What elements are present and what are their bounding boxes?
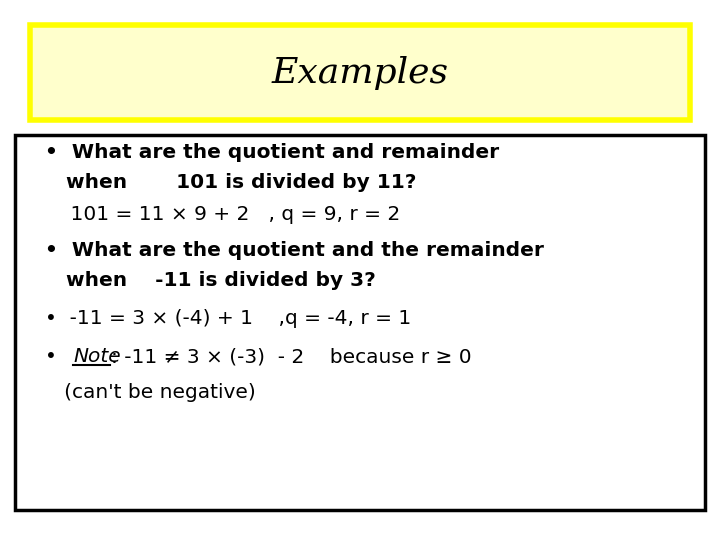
Text: when       101 is divided by 11?: when 101 is divided by 11? — [45, 172, 416, 192]
FancyBboxPatch shape — [15, 135, 705, 510]
Text: •  What are the quotient and remainder: • What are the quotient and remainder — [45, 143, 499, 161]
Text: •  -11 = 3 × (-4) + 1    ,q = -4, r = 1: • -11 = 3 × (-4) + 1 ,q = -4, r = 1 — [45, 308, 411, 327]
Text: 101 = 11 × 9 + 2   , q = 9, r = 2: 101 = 11 × 9 + 2 , q = 9, r = 2 — [45, 206, 400, 225]
Text: : -11 ≠ 3 × (-3)  - 2    because r ≥ 0: : -11 ≠ 3 × (-3) - 2 because r ≥ 0 — [111, 348, 472, 367]
Text: •: • — [45, 348, 70, 367]
Text: (can't be negative): (can't be negative) — [45, 382, 256, 402]
FancyBboxPatch shape — [30, 25, 690, 120]
Text: •  What are the quotient and the remainder: • What are the quotient and the remainde… — [45, 240, 544, 260]
Text: when    -11 is divided by 3?: when -11 is divided by 3? — [45, 271, 376, 289]
Text: Note: Note — [73, 348, 121, 367]
Text: Examples: Examples — [271, 56, 449, 90]
